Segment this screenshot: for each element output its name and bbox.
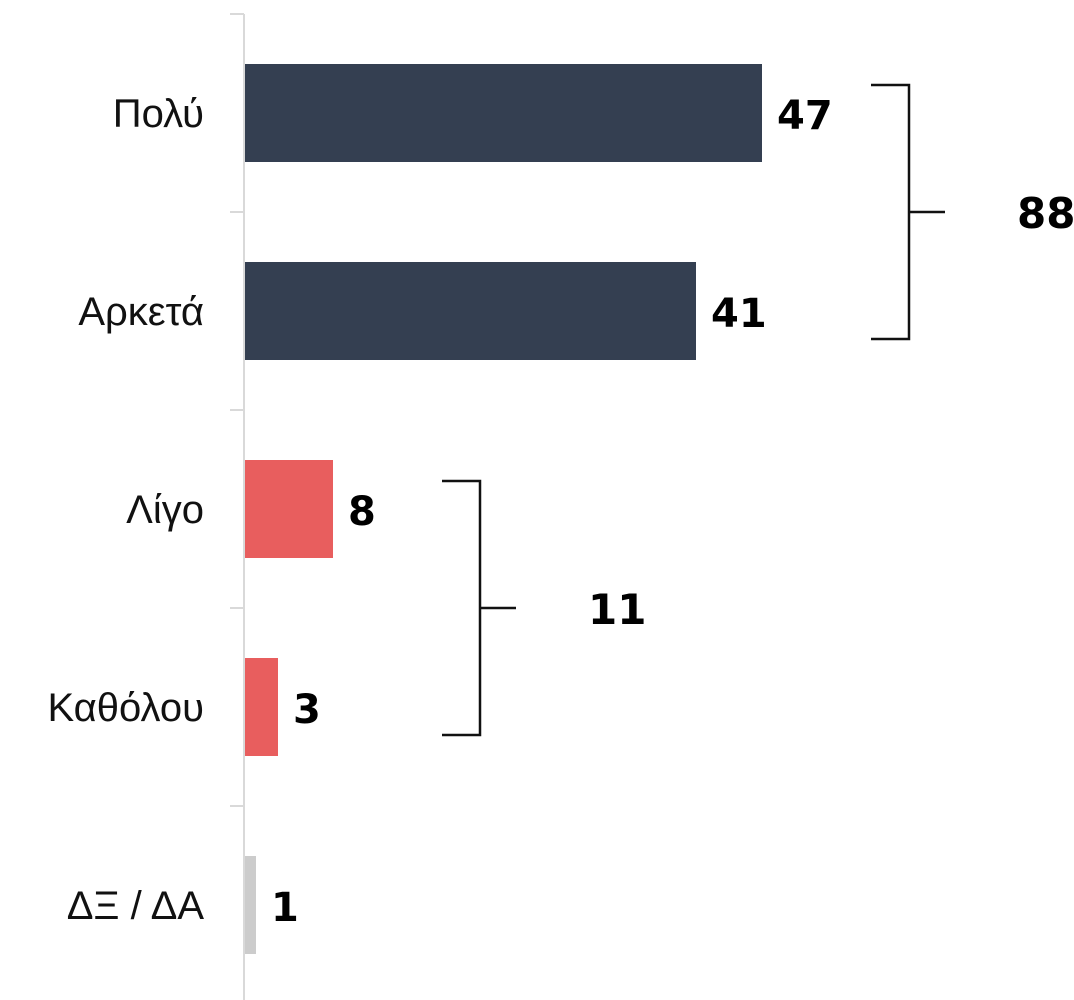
- label-layer: Πολύ 47 Αρκετά 41 Λίγο 8 Καθόλου 3 ΔΞ / ΔΑ 1: [47, 92, 832, 931]
- bar-layer: [245, 64, 762, 954]
- bar: [245, 262, 696, 360]
- data-label: 1: [271, 885, 299, 931]
- bar: [245, 856, 256, 954]
- category-label: Καθόλου: [47, 686, 204, 730]
- bar: [245, 64, 762, 162]
- bracket-layer: 88 11: [442, 83, 1074, 737]
- data-label: 3: [293, 687, 321, 733]
- bar: [245, 460, 333, 558]
- bar: [245, 658, 278, 756]
- group-total-label: 88: [1017, 189, 1074, 238]
- group-total-label: 11: [588, 585, 646, 634]
- category-label: Λίγο: [126, 488, 204, 532]
- category-label: ΔΞ / ΔΑ: [67, 884, 205, 928]
- category-label: Αρκετά: [78, 290, 204, 334]
- data-label: 41: [711, 291, 767, 337]
- data-label: 47: [777, 93, 833, 139]
- data-label: 8: [348, 489, 376, 535]
- group-bracket: [871, 83, 945, 341]
- category-label: Πολύ: [113, 92, 204, 136]
- group-bracket: [442, 479, 516, 737]
- axis-layer: [230, 13, 245, 1000]
